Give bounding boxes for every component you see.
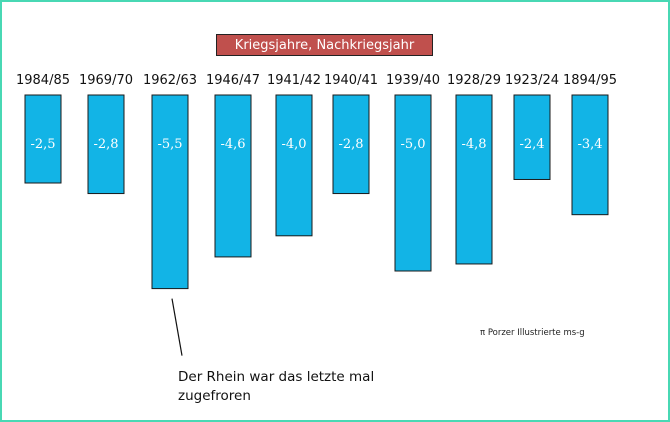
bar-1940-41 <box>332 94 370 195</box>
bar-1984-85 <box>24 94 62 184</box>
chart-title: Kriegsjahre, Nachkriegsjahr <box>216 34 433 56</box>
credit-text: π Porzer Illustrierte ms-g <box>480 328 585 338</box>
value-label: -4,6 <box>220 137 245 152</box>
category-label: 1941/42 <box>267 73 321 88</box>
bar-1941-42 <box>275 94 313 237</box>
value-label: -2,8 <box>338 137 363 152</box>
value-label: -5,5 <box>157 137 182 152</box>
value-label: -4,8 <box>461 137 486 152</box>
category-label: 1928/29 <box>447 73 501 88</box>
value-label: -2,4 <box>519 137 544 152</box>
annotation-pointer-line <box>171 298 183 356</box>
category-label: 1940/41 <box>324 73 378 88</box>
category-label: 1984/85 <box>16 73 70 88</box>
bar-1962-63 <box>151 94 189 290</box>
category-label: 1969/70 <box>79 73 133 88</box>
category-label: 1894/95 <box>563 73 617 88</box>
category-label: 1962/63 <box>143 73 197 88</box>
category-label: 1946/47 <box>206 73 260 88</box>
category-label: 1939/40 <box>386 73 440 88</box>
bar-1923-24 <box>513 94 551 180</box>
value-label: -5,0 <box>400 137 425 152</box>
bar-1928-29 <box>455 94 493 265</box>
bar-1969-70 <box>87 94 125 195</box>
value-label: -2,5 <box>30 137 55 152</box>
category-label: 1923/24 <box>505 73 559 88</box>
annotation-text: Der Rhein war das letzte mal zugefroren <box>178 369 375 404</box>
value-label: -4,0 <box>281 137 306 152</box>
value-label: -2,8 <box>93 137 118 152</box>
value-label: -3,4 <box>577 137 602 152</box>
bar-1894-95 <box>571 94 609 216</box>
bar-1946-47 <box>214 94 252 258</box>
bar-1939-40 <box>394 94 432 272</box>
